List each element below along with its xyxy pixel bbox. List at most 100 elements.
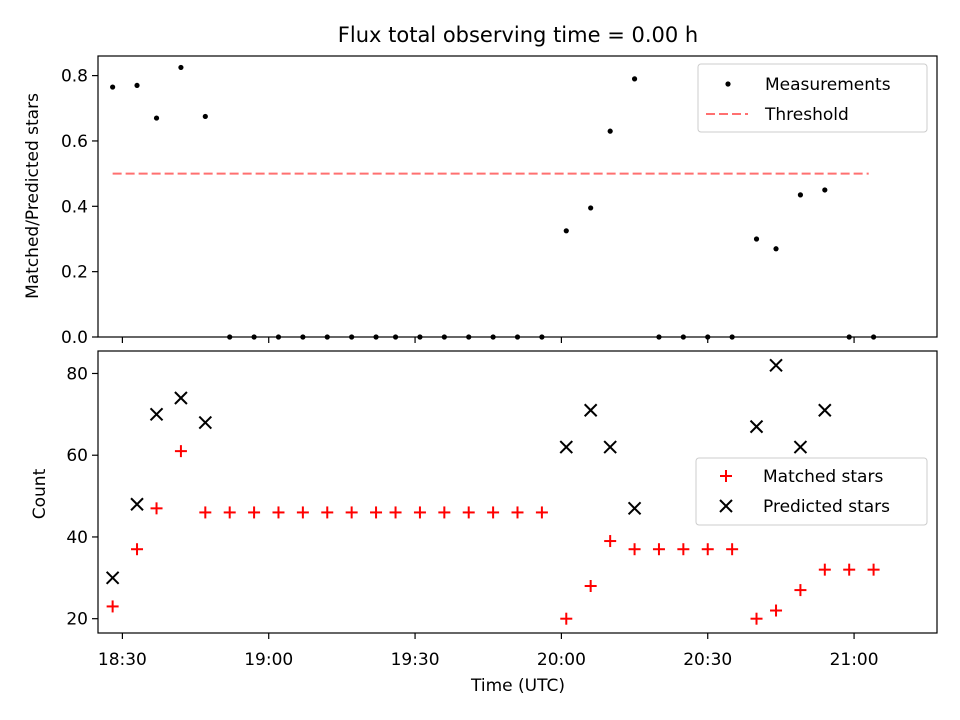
predicted-point: [769, 358, 783, 373]
measurement-point: [846, 334, 852, 340]
x-axis-label: Time (UTC): [470, 676, 565, 696]
matched-point: [701, 543, 714, 556]
matched-point: [750, 612, 763, 625]
measurement-point: [588, 205, 594, 211]
matched-point: [652, 543, 665, 556]
measurement-point: [153, 115, 160, 121]
measurement-point: [178, 64, 184, 71]
measurement-point: [275, 334, 282, 340]
ratio-y-tick-label: 0.2: [61, 263, 88, 283]
measurement-point: [822, 187, 828, 193]
ratio-panel: 0.00.20.40.60.8 Matched/Predicted stars …: [23, 55, 938, 348]
predicted-point: [627, 501, 642, 516]
measurement-point: [870, 334, 877, 340]
measurement-point: [680, 334, 686, 340]
matched-point: [223, 506, 236, 519]
measurement-point: [466, 334, 472, 340]
matched-point: [345, 506, 358, 519]
predicted-point: [583, 403, 598, 417]
ratio-y-tick-label: 0.0: [61, 328, 88, 348]
count-axes-frame: [97, 350, 938, 634]
matched-point: [106, 600, 119, 613]
count-x-ticks: 18:30 19:00 19:30 20:00 20:30 21:00: [98, 633, 879, 670]
matched-point: [843, 563, 856, 576]
predicted-point: [818, 403, 832, 417]
measurement-point: [373, 334, 379, 340]
count-y-label: Count: [30, 468, 50, 519]
predicted-point: [105, 571, 120, 585]
matched-point: [272, 506, 285, 519]
count-y-tick-label: 60: [66, 446, 88, 466]
matched-point: [174, 445, 187, 458]
legend-label-matched: Matched stars: [763, 467, 883, 487]
measurement-point: [514, 334, 521, 340]
ratio-y-tick-label: 0.6: [61, 132, 88, 152]
predicted-point: [149, 407, 164, 422]
matched-point: [818, 563, 831, 576]
matched-point: [248, 506, 261, 519]
ratio-legend: Measurements Threshold: [697, 63, 928, 133]
matched-points: [106, 445, 880, 625]
matched-point: [296, 506, 309, 519]
legend-label-threshold: Threshold: [764, 105, 849, 125]
matched-point: [584, 580, 597, 592]
matched-point: [560, 612, 573, 625]
measurement-point: [227, 334, 233, 340]
predicted-point: [603, 440, 617, 454]
measurement-point: [417, 334, 423, 340]
measurement-point: [324, 334, 330, 340]
ratio-legend-box: [697, 63, 928, 133]
matched-point: [867, 563, 880, 576]
ratio-y-ticks: 0.0 0.2 0.4 0.6 0.8: [61, 67, 98, 348]
measurement-point: [392, 334, 399, 340]
measurement-point: [110, 84, 116, 90]
measurement-point: [134, 82, 140, 89]
measurement-point: [631, 76, 638, 82]
ratio-y-label: Matched/Predicted stars: [23, 93, 43, 299]
matched-point: [321, 506, 334, 519]
legend-label-measurements: Measurements: [765, 75, 891, 95]
matched-point: [535, 506, 548, 519]
measurement-point: [656, 334, 662, 340]
matched-point: [726, 543, 739, 556]
predicted-point: [198, 415, 213, 430]
measurement-point: [729, 334, 735, 340]
measurement-point: [349, 334, 355, 340]
matched-point: [131, 543, 144, 556]
matched-point: [150, 502, 163, 515]
measurement-point: [539, 334, 545, 340]
legend-marker-measurements: [725, 81, 731, 87]
measurement-points: [110, 64, 877, 340]
matched-point: [487, 506, 500, 519]
measurement-point: [705, 334, 711, 340]
legend-label-predicted: Predicted stars: [763, 497, 890, 517]
matched-point: [677, 543, 690, 556]
ratio-y-tick-label: 0.8: [61, 67, 88, 87]
x-tick-label: 20:00: [537, 650, 586, 670]
measurement-point: [797, 192, 804, 198]
measurement-point: [753, 236, 760, 242]
count-legend: Matched stars Predicted stars: [695, 457, 928, 526]
matched-point: [199, 506, 212, 519]
predicted-point: [749, 419, 764, 434]
figure-title: Flux total observing time = 0.00 h: [338, 23, 698, 47]
count-y-tick-label: 40: [66, 528, 88, 548]
matched-point: [628, 543, 641, 556]
matched-point: [794, 584, 807, 597]
measurement-point: [202, 113, 208, 120]
x-tick-label: 19:30: [391, 650, 440, 670]
matched-point: [511, 506, 524, 519]
matched-point: [370, 506, 383, 519]
matched-point: [389, 506, 402, 519]
ratio-x-ticks: [121, 337, 855, 343]
predicted-point: [559, 440, 573, 454]
measurement-point: [251, 334, 257, 340]
measurement-point: [563, 228, 569, 234]
measurement-point: [773, 246, 779, 252]
matched-point: [604, 535, 617, 548]
count-y-tick-label: 80: [66, 364, 88, 384]
matched-point: [413, 506, 426, 519]
matched-point: [462, 506, 475, 519]
